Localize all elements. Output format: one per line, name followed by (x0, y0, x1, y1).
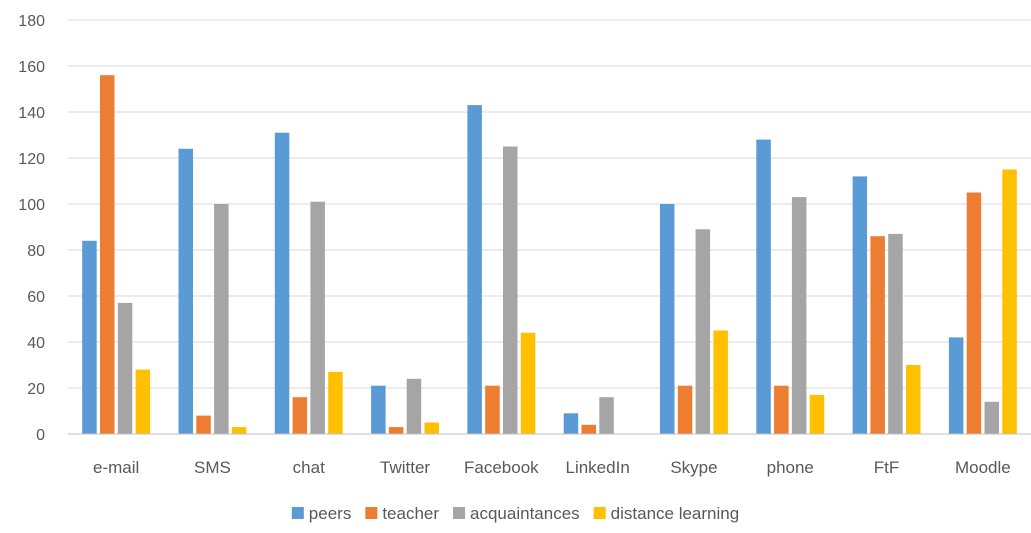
bar-peers-e-mail (82, 240, 97, 434)
bar-acquaintances-phone (791, 197, 807, 434)
bar-teacher-e-mail (100, 75, 115, 434)
bar-acquaintances-skype (695, 229, 711, 434)
y-tick-label: 180 (18, 13, 45, 30)
bar-distance-learning-moodle (1002, 169, 1017, 434)
bar-peers-chat (274, 132, 290, 434)
bar-acquaintances-e-mail (117, 302, 133, 434)
y-tick-label: 80 (27, 243, 45, 260)
bar-acquaintances-ftf (888, 233, 903, 434)
bar-distance-learning-phone (809, 394, 825, 434)
bar-peers-moodle (948, 337, 964, 434)
bar-acquaintances-linkedin (599, 397, 614, 434)
x-category-label: phone (767, 458, 814, 477)
bar-teacher-chat (292, 397, 308, 434)
bar-teacher-moodle (966, 192, 982, 434)
bar-teacher-phone (774, 385, 789, 434)
bar-peers-ftf (852, 176, 868, 434)
x-category-label: FtF (874, 458, 900, 477)
y-tick-label: 60 (27, 289, 45, 306)
x-category-label: Moodle (955, 458, 1011, 477)
legend-swatch-acquaintances (453, 507, 466, 519)
bar-distance-learning-chat (328, 371, 343, 434)
x-category-label: Twitter (380, 458, 430, 477)
x-axis-category-labels: e-mail SMS chat Twitter Facebook LinkedIn Skyp… (93, 458, 1011, 477)
y-tick-label: 120 (18, 151, 45, 168)
legend-label-teacher: teacher (382, 504, 439, 523)
legend-label-peers: peers (309, 504, 352, 523)
y-axis-tick-labels: 0 20 40 60 80 100 120 140 160 180 (18, 13, 45, 444)
y-tick-label: 160 (18, 59, 45, 76)
x-category-label: Facebook (464, 458, 539, 477)
bar-peers-phone (756, 139, 771, 434)
y-tick-label: 140 (18, 105, 45, 122)
x-category-label: LinkedIn (566, 458, 630, 477)
bar-acquaintances-chat (310, 201, 325, 434)
bars (82, 75, 1017, 435)
y-tick-label: 0 (36, 427, 45, 444)
bar-teacher-skype (677, 385, 693, 434)
gridlines (68, 19, 1031, 389)
bar-peers-linkedin (563, 413, 579, 434)
legend-swatch-peers (291, 507, 304, 519)
y-tick-label: 20 (27, 381, 45, 398)
bar-distance-learning-twitter (424, 422, 439, 434)
legend-swatch-distance-learning (593, 507, 606, 519)
x-category-label: e-mail (93, 458, 139, 477)
y-tick-label: 40 (27, 335, 45, 352)
bar-teacher-ftf (870, 236, 885, 434)
x-category-label: SMS (194, 458, 231, 477)
bar-teacher-twitter (388, 427, 404, 434)
bar-teacher-sms (196, 415, 211, 434)
bar-distance-learning-e-mail (135, 369, 151, 434)
bar-acquaintances-facebook (503, 146, 518, 434)
bar-acquaintances-moodle (984, 401, 999, 434)
bar-peers-twitter (371, 385, 386, 434)
bar-distance-learning-sms (231, 427, 247, 434)
bar-teacher-facebook (485, 385, 500, 434)
bar-teacher-linkedin (581, 424, 596, 434)
legend-label-acquaintances: acquaintances (470, 504, 580, 523)
bar-peers-sms (178, 148, 193, 435)
legend: peers teacher acquaintances distance learni… (291, 504, 740, 523)
bar-acquaintances-sms (214, 204, 229, 434)
legend-swatch-teacher (365, 507, 378, 519)
bar-peers-facebook (467, 105, 482, 434)
bar-distance-learning-facebook (520, 332, 536, 434)
y-tick-label: 100 (18, 197, 45, 214)
bar-distance-learning-ftf (906, 365, 921, 434)
bar-acquaintances-twitter (406, 378, 422, 434)
bar-peers-skype (660, 204, 675, 434)
x-category-label: Skype (670, 458, 717, 477)
bar-distance-learning-skype (713, 330, 728, 434)
legend-label-distance-learning: distance learning (611, 504, 740, 523)
x-category-label: chat (293, 458, 325, 477)
